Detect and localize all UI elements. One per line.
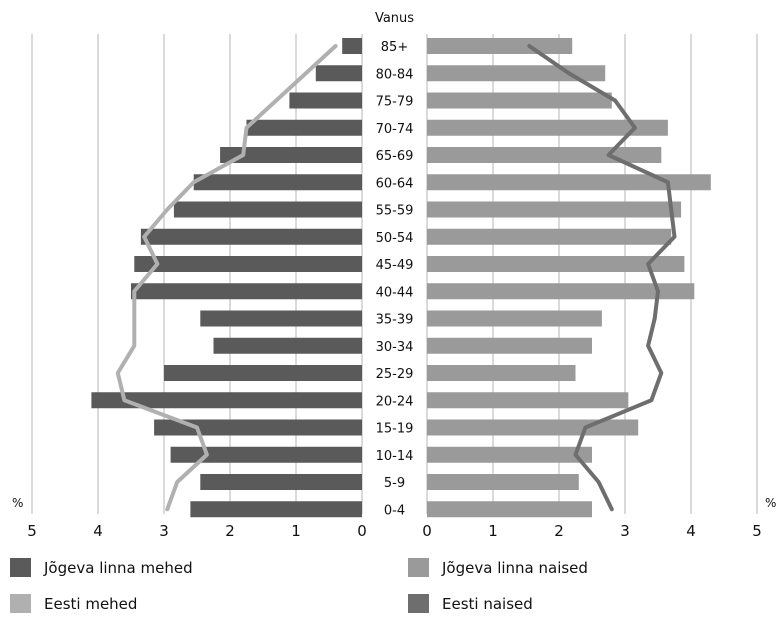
x-tick-right: 4	[686, 522, 696, 540]
age-label: 70-74	[376, 122, 414, 137]
labels-layer: Vanus85+80-8475-7970-7465-6960-6455-5950…	[12, 11, 776, 540]
bar-men-0-4	[190, 501, 362, 518]
age-label: 65-69	[376, 149, 414, 164]
legend-label: Jõgeva linna naised	[441, 559, 588, 577]
bar-men-35-39	[200, 310, 362, 327]
bar-women-85+	[427, 38, 573, 54]
center-axis-label: Vanus	[375, 11, 414, 26]
grid-lines	[31, 34, 758, 514]
age-label: 40-44	[376, 285, 414, 300]
legend-label: Jõgeva linna mehed	[43, 559, 193, 577]
legend-label: Eesti mehed	[44, 595, 137, 613]
bar-women-35-39	[427, 310, 602, 327]
x-tick-right: 2	[554, 522, 564, 540]
bar-men-85+	[342, 38, 362, 54]
bar-men-65-69	[220, 147, 362, 163]
bar-men-20-24	[91, 392, 363, 409]
bar-women-0-4	[427, 501, 592, 518]
legend: Jõgeva linna mehed Jõgeva linna naised Ees…	[10, 558, 588, 613]
x-tick-left: 4	[93, 522, 103, 540]
bar-men-15-19	[154, 419, 362, 436]
age-label: 25-29	[376, 367, 414, 382]
x-tick-right: 0	[422, 522, 432, 540]
bar-men-75-79	[289, 92, 362, 109]
age-label: 45-49	[376, 258, 414, 273]
bar-men-70-74	[246, 119, 362, 136]
legend-swatch	[10, 558, 31, 577]
unit-label-right: %	[765, 496, 776, 510]
x-tick-left: 3	[159, 522, 169, 540]
age-label: 5-9	[384, 476, 405, 491]
bar-men-40-44	[131, 283, 362, 300]
age-label: 0-4	[384, 503, 405, 518]
line-eesti-naised	[527, 44, 677, 512]
bar-women-40-44	[427, 283, 695, 300]
bar-men-55-59	[173, 201, 362, 218]
age-label: 85+	[381, 40, 408, 55]
bar-women-30-34	[427, 337, 592, 354]
bar-women-65-69	[427, 147, 662, 163]
age-label: 60-64	[376, 176, 414, 191]
bar-men-60-64	[193, 174, 362, 191]
age-label: 10-14	[376, 449, 414, 464]
bar-men-25-29	[164, 365, 362, 381]
bar-women-70-74	[427, 119, 668, 136]
bar-women-25-29	[427, 365, 576, 381]
age-label: 75-79	[376, 95, 414, 110]
bar-men-50-54	[140, 228, 362, 245]
legend-swatch	[408, 594, 429, 613]
bar-women-20-24	[427, 392, 629, 409]
bar-men-80-84	[315, 65, 362, 82]
bar-women-60-64	[427, 174, 711, 191]
lines-layer	[115, 44, 677, 512]
bar-women-55-59	[427, 201, 682, 218]
bar-women-5-9	[427, 474, 579, 490]
x-tick-left: 0	[357, 522, 367, 540]
age-label: 15-19	[376, 422, 414, 437]
age-label: 50-54	[376, 231, 414, 246]
bar-women-50-54	[427, 228, 672, 245]
bar-women-45-49	[427, 256, 685, 272]
bar-women-75-79	[427, 92, 612, 109]
x-tick-left: 5	[27, 522, 37, 540]
age-label: 20-24	[376, 394, 414, 409]
bar-men-10-14	[170, 446, 362, 463]
age-label: 30-34	[376, 340, 414, 355]
age-label: 35-39	[376, 313, 414, 328]
x-tick-left: 1	[291, 522, 301, 540]
legend-swatch	[10, 594, 31, 613]
bar-women-15-19	[427, 419, 639, 436]
x-tick-right: 3	[620, 522, 630, 540]
bar-men-30-34	[213, 337, 362, 354]
legend-label: Eesti naised	[442, 595, 533, 613]
bar-men-45-49	[134, 256, 362, 272]
bar-men-5-9	[200, 474, 362, 490]
bars-layer	[91, 38, 711, 518]
x-tick-right: 5	[752, 522, 762, 540]
age-label: 80-84	[376, 67, 414, 82]
unit-label-left: %	[12, 496, 23, 510]
line-eesti-mehed	[115, 44, 338, 512]
age-label: 55-59	[376, 204, 414, 219]
x-tick-right: 1	[488, 522, 498, 540]
bar-women-10-14	[427, 446, 592, 463]
legend-swatch	[408, 558, 429, 577]
x-tick-left: 2	[225, 522, 235, 540]
